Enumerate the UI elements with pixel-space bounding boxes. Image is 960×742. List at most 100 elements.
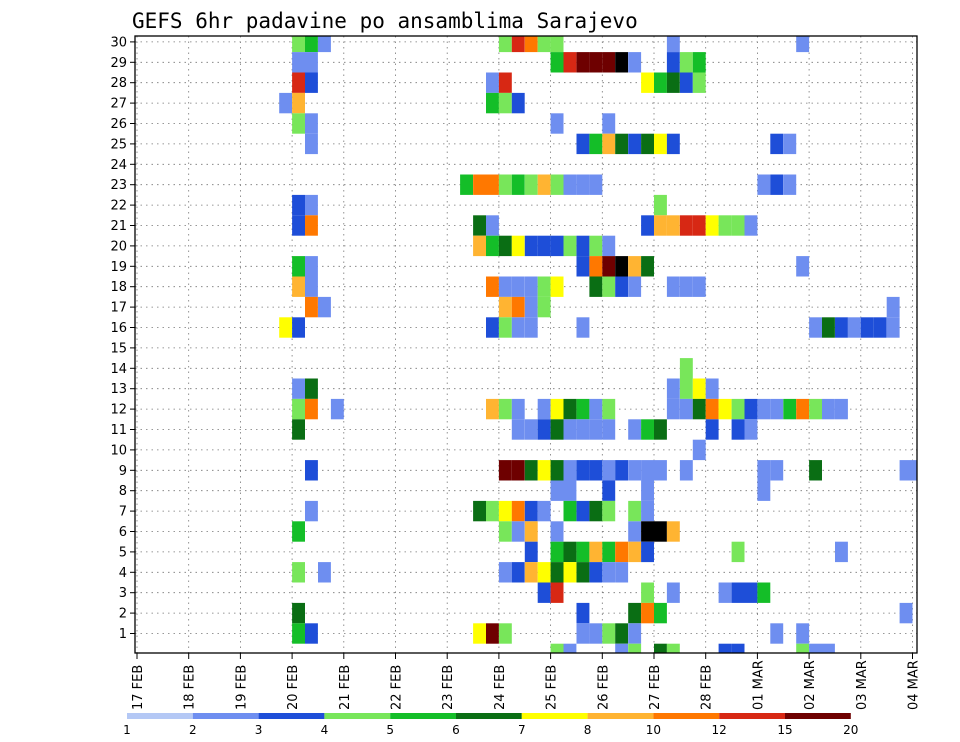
heatmap-cell	[589, 460, 603, 481]
heatmap-cell	[692, 52, 706, 73]
heatmap-cell	[666, 378, 680, 399]
heatmap-cell	[602, 398, 616, 420]
heatmap-cell	[654, 194, 667, 216]
heatmap-cell	[460, 174, 473, 195]
heatmap-cell	[550, 521, 564, 542]
heatmap-cell	[602, 256, 616, 277]
heatmap-cell	[796, 623, 810, 644]
heatmap-cell	[835, 398, 848, 420]
heatmap-cell	[576, 133, 590, 155]
heatmap-cell	[305, 133, 318, 155]
heatmap-cell	[292, 52, 305, 73]
heatmap-cell	[305, 72, 318, 93]
heatmap-cell	[292, 419, 305, 440]
heatmap-cell	[550, 174, 564, 195]
heatmap-cell	[305, 398, 318, 420]
heatmap-cell	[305, 500, 318, 522]
heatmap-cell	[292, 521, 305, 542]
heatmap-cell	[770, 460, 784, 481]
heatmap-cell	[731, 398, 745, 420]
heatmap-cell	[628, 643, 642, 653]
y-tick-label: 3	[119, 586, 127, 601]
heatmap-cell	[550, 582, 564, 603]
heatmap-cell	[822, 643, 835, 653]
y-tick-label: 26	[110, 117, 127, 132]
heatmap-cell	[292, 256, 305, 277]
heatmap-cell	[292, 317, 305, 338]
heatmap-cell	[576, 174, 590, 195]
x-tick-label: 19 FEB	[234, 665, 249, 710]
y-tick-label: 2	[119, 607, 127, 622]
heatmap-cell	[654, 602, 667, 624]
heatmap-cell	[550, 52, 564, 73]
heatmap-cell	[537, 296, 551, 318]
heatmap-cell	[498, 296, 512, 318]
heatmap-cell	[770, 133, 784, 155]
x-tick-label: 18 FEB	[183, 665, 198, 710]
heatmap-cell	[511, 521, 525, 542]
heatmap-cell	[783, 133, 797, 155]
heatmap-cell	[576, 52, 590, 73]
heatmap-cell	[498, 235, 512, 257]
heatmap-cell	[550, 276, 564, 297]
heatmap-cell	[498, 92, 512, 114]
chart-title: GEFS 6hr padavine po ansamblima Sarajevo	[132, 9, 638, 33]
x-tick-label: 03 MAR	[855, 660, 870, 710]
heatmap-cell	[796, 36, 810, 53]
y-tick-label: 27	[110, 97, 127, 112]
heatmap-cell	[641, 602, 654, 624]
heatmap-cell	[822, 317, 835, 338]
legend-swatch	[587, 713, 654, 719]
heatmap-cell	[602, 480, 616, 501]
heatmap-cell	[486, 174, 499, 195]
heatmap-cell	[770, 623, 784, 644]
heatmap-cell	[641, 419, 654, 440]
heatmap-cell	[292, 92, 305, 114]
heatmap-cell	[809, 317, 822, 338]
y-tick-label: 13	[110, 382, 127, 397]
heatmap-cell	[679, 398, 693, 420]
heatmap-cell	[641, 541, 654, 563]
heatmap-cell	[873, 317, 887, 338]
heatmap-cell	[524, 36, 538, 53]
y-tick-label: 9	[119, 464, 127, 479]
heatmap-cell	[615, 623, 629, 644]
heatmap-cell	[511, 174, 525, 195]
heatmap-cell	[641, 133, 654, 155]
y-tick-label: 7	[119, 505, 127, 520]
heatmap-cell	[537, 174, 551, 195]
heatmap-cell	[473, 174, 486, 195]
heatmap-cell	[486, 276, 499, 297]
heatmap-cell	[641, 215, 654, 236]
heatmap-cell	[589, 235, 603, 257]
heatmap-cell	[498, 460, 512, 481]
heatmap-cell	[330, 398, 344, 420]
heatmap-cell	[524, 296, 538, 318]
y-tick-label: 28	[110, 76, 127, 91]
heatmap-cell	[692, 276, 706, 297]
y-tick-label: 30	[110, 35, 127, 50]
heatmap-cell	[524, 500, 538, 522]
heatmap-cell	[628, 602, 642, 624]
heatmap-cell	[576, 541, 590, 563]
heatmap-cell	[537, 500, 551, 522]
heatmap-cell	[666, 52, 680, 73]
legend-label: 2	[189, 723, 197, 737]
heatmap-cell	[666, 398, 680, 420]
heatmap-cell	[524, 276, 538, 297]
heatmap-cell	[537, 582, 551, 603]
heatmap-cell	[576, 317, 590, 338]
heatmap-cell	[576, 500, 590, 522]
heatmap-cell	[563, 52, 577, 73]
heatmap-cell	[511, 562, 525, 583]
heatmap-cell	[563, 500, 577, 522]
heatmap-cell	[511, 92, 525, 114]
heatmap-cell	[589, 256, 603, 277]
heatmap-cell	[796, 643, 810, 653]
heatmap-cell	[292, 623, 305, 644]
heatmap-cell	[692, 72, 706, 93]
heatmap-cell	[292, 378, 305, 399]
heatmap-cell	[305, 256, 318, 277]
heatmap-cell	[537, 235, 551, 257]
heatmap-cell	[835, 541, 848, 563]
